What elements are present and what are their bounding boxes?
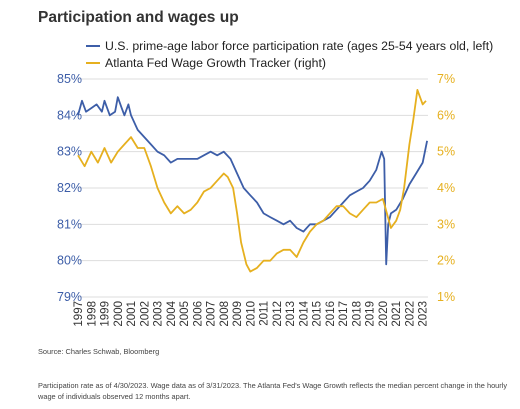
left-axis-tick-label: 81%: [57, 217, 82, 231]
x-axis-tick-label: 2003: [153, 301, 165, 327]
footnote: Participation rate as of 4/30/2023. Wage…: [38, 381, 508, 401]
x-axis-tick-label: 2001: [126, 301, 138, 327]
legend-item-participation: U.S. prime-age labor force participation…: [86, 37, 493, 54]
series-line-wage-growth: [77, 89, 427, 273]
x-axis-tick-label: 2022: [404, 301, 416, 327]
x-axis-tick-label: 1997: [73, 301, 85, 327]
right-axis-tick-label: 7%: [437, 72, 455, 86]
legend-label-participation: U.S. prime-age labor force participation…: [105, 38, 494, 53]
series-line-participation: [77, 96, 428, 266]
right-axis-tick-label: 1%: [437, 290, 455, 304]
legend-swatch-wage: [86, 61, 100, 64]
chart-title: Participation and wages up: [38, 9, 239, 26]
x-axis-tick-label: 2021: [391, 301, 403, 327]
left-axis-tick-label: 84%: [57, 108, 82, 122]
x-axis-tick-label: 2016: [325, 301, 337, 327]
legend: U.S. prime-age labor force participation…: [86, 37, 493, 71]
legend-swatch-participation: [86, 44, 100, 47]
x-axis-tick-label: 2009: [232, 301, 244, 327]
legend-item-wage: Atlanta Fed Wage Growth Tracker (right): [86, 54, 493, 71]
right-axis-tick-label: 6%: [437, 108, 455, 122]
x-axis-tick-label: 2004: [166, 300, 178, 326]
x-axis-tick-label: 2010: [245, 301, 257, 327]
x-axis-tick-label: 2000: [113, 301, 125, 327]
x-axis-tick-label: 2013: [285, 301, 297, 327]
left-axis-tick-label: 79%: [57, 290, 82, 304]
right-axis-tick-label: 4%: [437, 181, 455, 195]
x-axis-tick-label: 1998: [86, 301, 98, 327]
x-axis-tick-label: 1999: [100, 301, 112, 327]
right-axis-tick-label: 5%: [437, 145, 455, 159]
x-axis-tick-label: 2020: [378, 301, 390, 327]
x-axis-tick-label: 2015: [312, 301, 324, 327]
left-axis-tick-label: 82%: [57, 181, 82, 195]
left-axis-tick-label: 80%: [57, 254, 82, 268]
x-axis-tick-label: 2005: [179, 301, 191, 327]
right-axis-tick-label: 3%: [437, 217, 455, 231]
x-axis-tick-label: 2018: [351, 301, 363, 327]
x-axis-tick-label: 2012: [272, 301, 284, 327]
right-axis-tick-label: 2%: [437, 254, 455, 268]
x-axis-tick-label: 2007: [206, 301, 218, 327]
legend-label-wage: Atlanta Fed Wage Growth Tracker (right): [105, 55, 326, 70]
x-axis-tick-label: 2023: [418, 301, 430, 327]
left-axis-tick-label: 83%: [57, 145, 82, 159]
x-axis-tick-label: 2008: [219, 301, 231, 327]
x-axis-tick-label: 2006: [192, 301, 204, 327]
left-axis-tick-label: 85%: [57, 72, 82, 86]
x-axis-tick-label: 2011: [259, 301, 271, 326]
x-axis-tick-label: 2002: [139, 301, 151, 327]
x-axis-tick-label: 2017: [338, 301, 350, 327]
x-axis-tick-label: 2019: [365, 301, 377, 327]
x-axis-tick-label: 2014: [298, 300, 310, 326]
source-note: Source: Charles Schwab, Bloomberg: [38, 347, 160, 356]
